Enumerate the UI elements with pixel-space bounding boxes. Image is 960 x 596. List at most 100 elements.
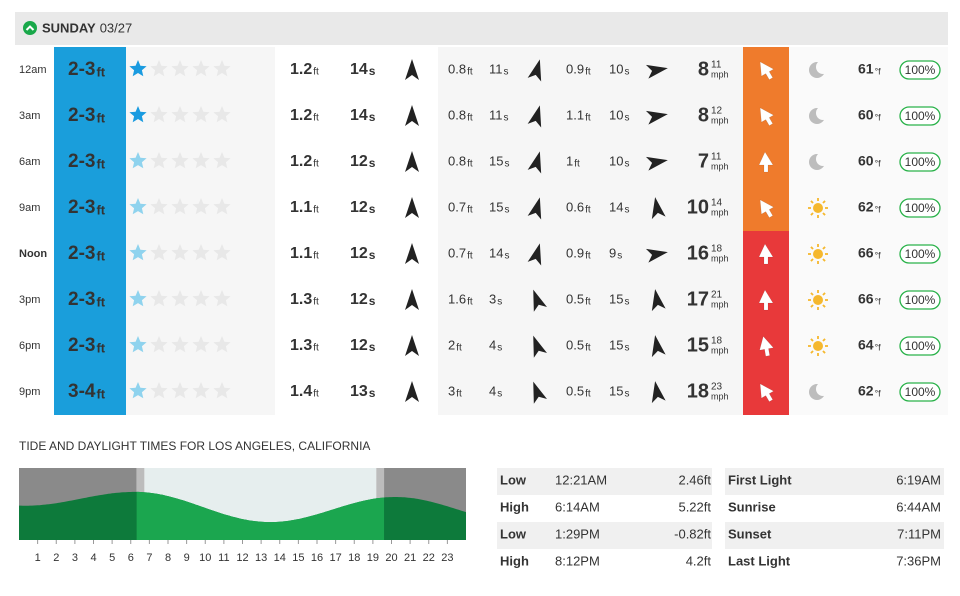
wind-gust: 14: [711, 198, 723, 209]
ray: [822, 212, 826, 216]
probability: 100%: [905, 293, 936, 307]
wind-direction: [758, 289, 774, 311]
x-tick-label: 2: [53, 552, 59, 564]
ray: [822, 200, 826, 204]
surf-height: 2-3: [68, 105, 95, 126]
value: 0.9: [566, 61, 584, 76]
period: 3: [489, 291, 496, 306]
x-tick-label: 18: [348, 552, 360, 564]
probability: 100%: [905, 63, 936, 77]
tide-type: Low: [500, 472, 527, 487]
ray: [822, 338, 826, 342]
empty-star: [213, 290, 231, 307]
unit: s: [504, 67, 509, 78]
wind-gust: 18: [711, 244, 723, 255]
unit: ft: [96, 340, 105, 355]
probability: 100%: [905, 247, 936, 261]
wind-gust: 23: [711, 382, 723, 393]
value: 0.5: [566, 383, 584, 398]
swell-direction: [651, 289, 666, 312]
swell-direction: [527, 243, 542, 266]
star: [129, 382, 147, 399]
period: 14: [609, 199, 623, 214]
value: 64: [858, 337, 874, 353]
empty-star: [150, 60, 168, 77]
collapse-icon[interactable]: [23, 21, 37, 35]
probability: 100%: [905, 155, 936, 169]
unit: ft: [585, 389, 591, 400]
star: [129, 60, 147, 77]
surf-height: 2-3: [68, 59, 95, 80]
probability: 100%: [905, 385, 936, 399]
swell-direction: [405, 59, 419, 80]
period: 4: [489, 383, 496, 398]
unit: ft: [467, 297, 473, 308]
value: 0.7: [448, 199, 466, 214]
band: [789, 47, 948, 415]
value: 1.3: [290, 291, 312, 308]
swell-direction: [651, 197, 666, 220]
period: 12: [350, 153, 368, 170]
tide-type: High: [500, 499, 529, 514]
wind-speed: 17: [687, 288, 709, 310]
day-header: [15, 12, 948, 45]
ray: [822, 350, 826, 354]
value: 66: [858, 245, 874, 261]
x-tick-label: 17: [330, 552, 342, 564]
light-label: First Light: [728, 472, 792, 487]
value: 66: [858, 291, 874, 307]
period: 14: [350, 61, 368, 78]
unit: ft: [313, 113, 319, 124]
light-label: Sunset: [728, 526, 772, 541]
star: [129, 106, 147, 123]
star: [129, 290, 147, 307]
time: 6am: [19, 156, 40, 168]
unit: °f: [875, 296, 882, 306]
tide-time: 1:29PM: [555, 526, 600, 541]
probability-pill: [899, 382, 941, 402]
unit: s: [624, 159, 629, 170]
unit: ft: [96, 202, 105, 217]
wind-speed: 10: [687, 196, 709, 218]
period: 11: [489, 107, 503, 122]
x-tick-label: 16: [311, 552, 323, 564]
x-tick-label: 15: [292, 552, 304, 564]
wind-direction: [759, 61, 775, 81]
moon-shadow: [816, 382, 830, 396]
moon-shadow: [816, 106, 830, 120]
empty-star: [171, 336, 189, 353]
probability: 100%: [905, 201, 936, 215]
period: 10: [609, 153, 623, 168]
tide-height: 2.46ft: [678, 472, 711, 487]
unit: mph: [711, 115, 729, 125]
empty-star: [213, 152, 231, 169]
swell-direction: [405, 105, 419, 126]
wind-speed: 18: [687, 380, 709, 402]
value: 61: [858, 61, 874, 77]
swell-direction: [533, 335, 547, 358]
sun-icon: [808, 244, 828, 264]
unit: ft: [585, 251, 591, 262]
unit: ft: [585, 343, 591, 354]
surf-height: 2-3: [68, 243, 95, 264]
star: [129, 336, 147, 353]
empty-star: [171, 244, 189, 261]
wind-gust: 12: [711, 106, 723, 117]
unit: s: [504, 113, 509, 124]
value: 3: [448, 383, 455, 398]
swell-direction: [645, 248, 668, 263]
swell-direction: [405, 197, 419, 218]
x-tick-label: 14: [274, 552, 286, 564]
unit: s: [497, 343, 502, 354]
unit: mph: [711, 299, 729, 309]
unit: ft: [96, 386, 105, 401]
unit: mph: [711, 253, 729, 263]
swell-direction: [527, 151, 542, 174]
surf-height: 2-3: [68, 289, 95, 310]
period: 12: [350, 245, 368, 262]
star: [129, 152, 147, 169]
swell-direction: [405, 151, 419, 172]
ray: [810, 338, 814, 342]
unit: s: [369, 294, 376, 308]
